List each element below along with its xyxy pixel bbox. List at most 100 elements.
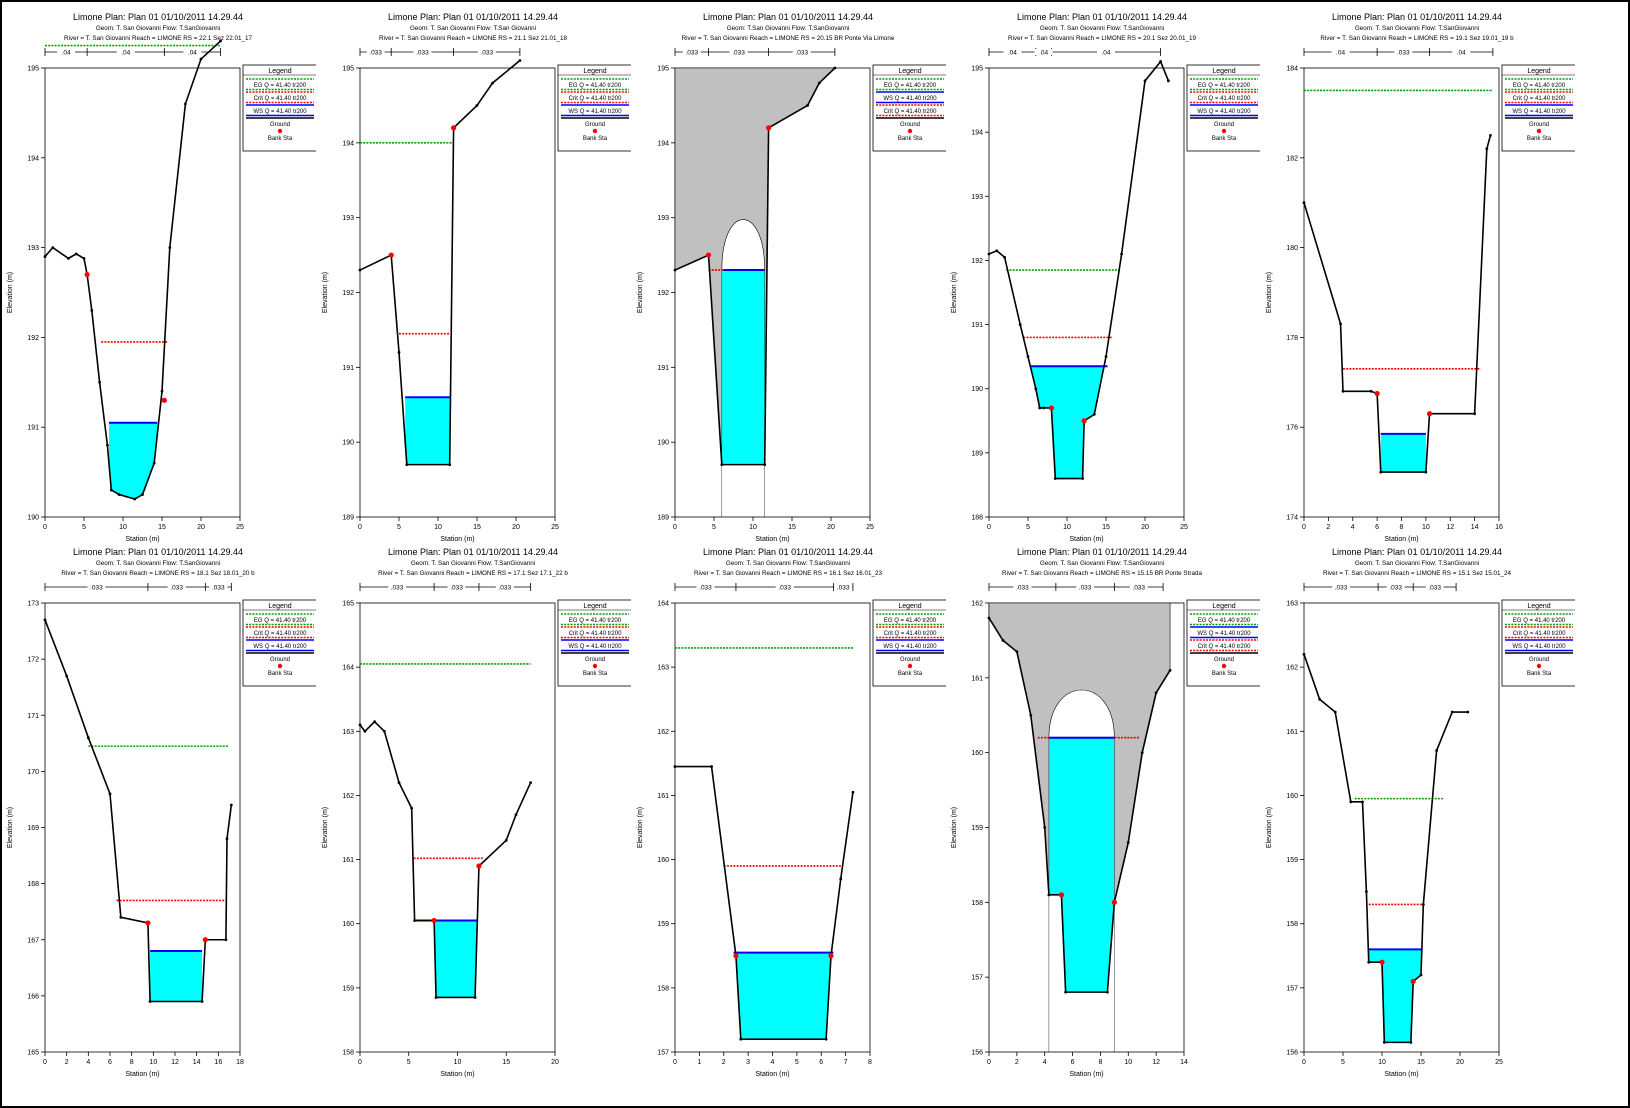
- y-tick-label: 159: [1286, 857, 1298, 864]
- ground-point: [1159, 60, 1162, 63]
- x-tick-label: 0: [987, 524, 991, 531]
- ground-point: [1485, 147, 1489, 151]
- legend-title: Legend: [1527, 68, 1550, 75]
- y-tick-label: 193: [27, 245, 39, 252]
- legend: Legend EG Q = 41.40 tr200 Crit Q = 41.40 t…: [1501, 64, 1575, 152]
- ground-point: [710, 765, 713, 768]
- x-tick-label: 20: [1456, 1059, 1464, 1066]
- y-tick-label: 192: [342, 290, 354, 297]
- x-tick-label: 25: [1495, 1059, 1503, 1066]
- bank-station-marker: [828, 953, 834, 959]
- ground-point: [1365, 890, 1368, 894]
- x-tick-label: 10: [1124, 1059, 1132, 1066]
- bank-station-marker: [451, 125, 457, 131]
- ground-line: [44, 619, 233, 1003]
- x-tick-label: 4: [771, 1059, 775, 1066]
- plot-frame: [359, 67, 556, 518]
- legend: Legend EG Q = 41.40 tr200 Crit Q = 41.40 t…: [872, 599, 946, 687]
- ground-point: [43, 618, 47, 622]
- plot-frame: [44, 602, 241, 1053]
- y-tick-label: 184: [1286, 66, 1298, 73]
- mannings-label-bg: [183, 49, 202, 55]
- legend-bank: Bank Sta: [898, 671, 923, 677]
- legend-bank-swatch: [277, 128, 283, 134]
- chart-geom-flow: Geom: T. San Giovanni Flow: T.SanGiovann…: [96, 560, 220, 567]
- mannings-label-bg: [1332, 584, 1351, 590]
- ground-point: [673, 765, 677, 768]
- ground-point: [219, 39, 222, 43]
- bank-station-marker: [84, 271, 90, 278]
- chart-river-reach: River = T. San Giovanni Reach = LIMONE R…: [1008, 35, 1197, 42]
- ground-point: [518, 59, 522, 62]
- cross-section-panel: Limone Plan: Plan 01 01/10/2011 14.29.44…: [1266, 12, 1575, 543]
- legend-entry: Crit Q = 41.40 tr200: [569, 96, 623, 102]
- bank-station-marker: [161, 397, 167, 403]
- y-tick-label: 195: [342, 66, 354, 73]
- legend-entry: EG Q = 41.40 tr200: [569, 618, 622, 624]
- ground-point: [1318, 697, 1321, 701]
- y-tick-label: 178: [1286, 335, 1298, 342]
- legend-entry: EG Q = 41.40 tr200: [884, 618, 937, 624]
- chart-title: Limone Plan: Plan 01 01/10/2011 14.29.44: [1017, 547, 1187, 557]
- y-tick-label: 182: [1286, 155, 1298, 162]
- mannings-value: .04: [1039, 50, 1048, 57]
- y-tick-label: 164: [657, 601, 669, 608]
- mannings-label-bg: [1394, 49, 1413, 55]
- mannings-label-bg: [209, 584, 228, 590]
- legend-title: Legend: [1527, 603, 1550, 610]
- x-axis-label: Station (m): [1069, 1071, 1103, 1078]
- cross-section-panel: Limone Plan: Plan 01 01/10/2011 14.29.44…: [322, 547, 631, 1078]
- x-tick-label: 4: [86, 1059, 90, 1066]
- legend-ground: Ground: [900, 122, 920, 128]
- mannings-label-bg: [413, 49, 432, 55]
- x-tick-label: 16: [214, 1059, 222, 1066]
- legend-title: Legend: [583, 68, 606, 75]
- y-tick-label: 158: [657, 985, 669, 992]
- y-tick-label: 193: [342, 215, 354, 222]
- mannings-value: .033: [1389, 585, 1402, 592]
- ground-point: [1339, 322, 1342, 326]
- y-tick-label: 158: [1286, 921, 1298, 928]
- y-axis-label: Elevation (m): [1266, 807, 1273, 848]
- legend-bank: Bank Sta: [268, 136, 293, 142]
- legend-ground: Ground: [1214, 657, 1234, 663]
- ground-point: [98, 380, 101, 384]
- y-tick-label: 162: [342, 793, 354, 800]
- x-tick-label: 5: [397, 524, 401, 531]
- x-tick-label: 0: [358, 524, 362, 531]
- ground-point: [117, 493, 121, 496]
- mannings-label-bg: [729, 49, 748, 55]
- legend: Legend EG Q = 41.40 tr200 Crit Q = 41.40 t…: [557, 64, 631, 152]
- ground-point: [529, 781, 533, 784]
- ground-point: [1302, 652, 1306, 656]
- ground-point: [405, 463, 409, 467]
- legend: Legend EG Q = 41.40 tr200 Crit Q = 41.40 t…: [242, 599, 316, 687]
- y-tick-label: 194: [971, 130, 983, 137]
- mannings-label-bg: [834, 584, 853, 590]
- bank-station-marker: [202, 937, 208, 943]
- ground-point: [1473, 412, 1477, 416]
- chart-river-reach: River = T. San Giovanni Reach = LIMONE R…: [64, 35, 253, 42]
- ground-point: [987, 616, 991, 620]
- ground-point: [397, 781, 401, 784]
- y-tick-label: 194: [657, 140, 669, 147]
- y-tick-label: 164: [342, 665, 354, 672]
- ground-point: [473, 996, 477, 999]
- x-tick-label: 25: [551, 524, 559, 531]
- x-tick-label: 0: [43, 1059, 47, 1066]
- legend-ground: Ground: [270, 122, 290, 128]
- y-axis-label: Elevation (m): [1266, 272, 1273, 313]
- ground-point: [382, 729, 386, 733]
- chart-geom-flow: Geom: T. San Giovanni Flow: T.SanGiovann…: [1355, 25, 1479, 32]
- x-tick-label: 2: [722, 1059, 726, 1066]
- y-tick-label: 170: [27, 769, 39, 776]
- ground-point: [1143, 79, 1147, 83]
- y-axis-label: Elevation (m): [322, 272, 329, 313]
- mannings-value: .033: [498, 585, 511, 592]
- mannings-value: .04: [1457, 50, 1466, 57]
- y-tick-label: 190: [342, 440, 354, 447]
- bank-station-marker: [431, 917, 437, 924]
- mannings-value: .033: [732, 50, 745, 57]
